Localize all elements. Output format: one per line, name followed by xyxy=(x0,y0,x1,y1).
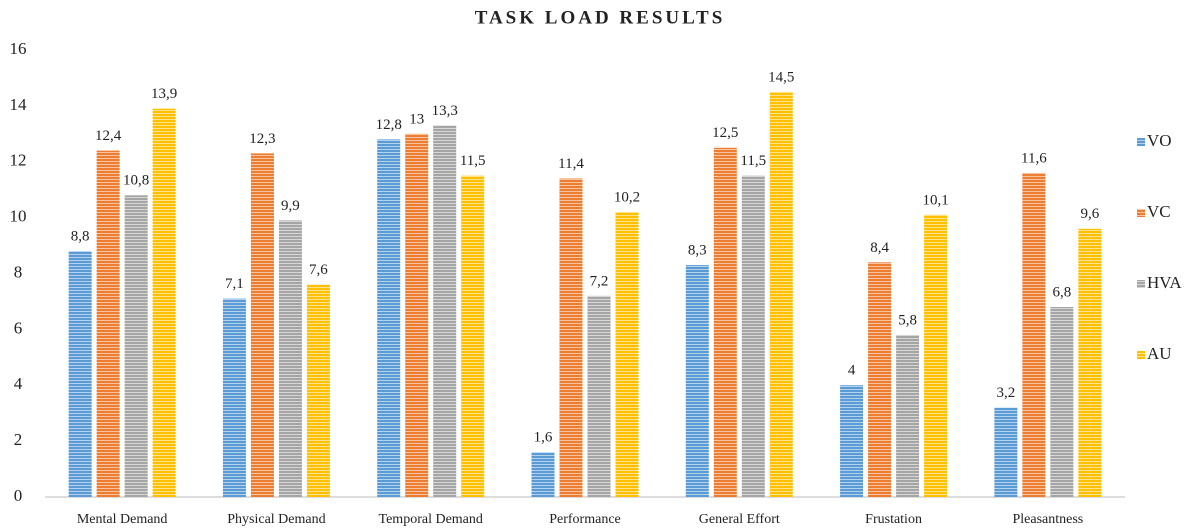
bar xyxy=(278,220,302,497)
bar xyxy=(994,407,1018,497)
x-tick-label: Frustation xyxy=(865,512,922,527)
bar xyxy=(713,147,737,497)
y-tick-label: 12 xyxy=(10,151,27,170)
value-label: 14,5 xyxy=(768,69,794,85)
value-label: 7,2 xyxy=(590,273,609,289)
x-tick-label: General Effort xyxy=(699,512,780,527)
legend-swatch xyxy=(1137,351,1145,359)
bar xyxy=(124,195,148,497)
bar xyxy=(461,175,485,497)
legend-label: HVA xyxy=(1147,273,1182,292)
bar xyxy=(924,214,948,498)
bar xyxy=(868,262,892,497)
value-label: 6,8 xyxy=(1052,284,1071,300)
value-label: 11,4 xyxy=(558,156,584,172)
bar xyxy=(96,150,120,497)
value-label: 9,6 xyxy=(1080,206,1099,222)
value-label: 12,5 xyxy=(712,125,738,141)
value-label: 3,2 xyxy=(996,385,1015,401)
bar xyxy=(377,139,401,497)
value-label: 11,5 xyxy=(460,153,486,169)
value-label: 11,5 xyxy=(740,153,766,169)
bar xyxy=(250,153,274,497)
value-label: 4 xyxy=(848,363,856,379)
value-label: 7,6 xyxy=(309,262,328,278)
bar xyxy=(769,91,793,497)
bar xyxy=(433,125,457,498)
bar xyxy=(222,298,246,497)
value-label: 13 xyxy=(409,111,424,127)
value-label: 13,3 xyxy=(432,103,458,119)
value-label: 10,1 xyxy=(922,192,948,208)
value-label: 12,8 xyxy=(376,117,402,133)
value-label: 11,6 xyxy=(1021,150,1047,166)
value-label: 12,4 xyxy=(95,128,122,144)
x-tick-label: Performance xyxy=(549,512,621,527)
bar xyxy=(306,284,330,497)
legend-label: VC xyxy=(1147,202,1171,221)
y-tick-label: 14 xyxy=(10,95,28,114)
bar xyxy=(741,175,765,497)
legend-label: AU xyxy=(1147,344,1172,363)
bar xyxy=(559,178,583,497)
value-label: 8,3 xyxy=(688,243,707,259)
bar xyxy=(1050,307,1074,497)
legend-swatch xyxy=(1137,209,1145,217)
bar xyxy=(1022,172,1046,498)
value-label: 5,8 xyxy=(898,312,917,328)
y-tick-label: 0 xyxy=(14,486,23,505)
bar xyxy=(531,452,555,497)
value-label: 12,3 xyxy=(249,131,275,147)
value-label: 9,9 xyxy=(281,198,300,214)
value-label: 10,8 xyxy=(123,173,149,189)
legend-swatch xyxy=(1137,138,1145,146)
bar xyxy=(615,212,639,497)
bar xyxy=(896,334,920,497)
bar xyxy=(1078,228,1102,498)
y-tick-label: 8 xyxy=(14,262,23,281)
value-label: 8,4 xyxy=(870,240,889,256)
y-tick-label: 4 xyxy=(14,374,23,393)
bar xyxy=(685,265,709,497)
x-tick-label: Pleasantness xyxy=(1012,512,1083,527)
bar xyxy=(840,385,864,497)
bar xyxy=(152,108,176,497)
x-tick-label: Physical Demand xyxy=(227,512,325,527)
value-label: 7,1 xyxy=(225,276,244,292)
y-tick-label: 16 xyxy=(10,39,27,58)
bar xyxy=(587,295,611,497)
y-tick-label: 6 xyxy=(14,318,23,337)
legend-swatch xyxy=(1137,280,1145,288)
value-label: 10,2 xyxy=(614,189,640,205)
chart-title: TASK LOAD RESULTS xyxy=(475,7,726,28)
value-label: 13,9 xyxy=(151,86,177,102)
bar xyxy=(405,133,429,497)
value-label: 8,8 xyxy=(71,229,90,245)
value-label: 1,6 xyxy=(534,430,553,446)
y-tick-label: 2 xyxy=(14,430,23,449)
x-tick-label: Mental Demand xyxy=(77,512,168,527)
bar xyxy=(68,251,92,497)
legend-label: VO xyxy=(1147,131,1172,150)
x-tick-label: Temporal Demand xyxy=(379,512,483,527)
y-tick-label: 10 xyxy=(10,207,27,226)
